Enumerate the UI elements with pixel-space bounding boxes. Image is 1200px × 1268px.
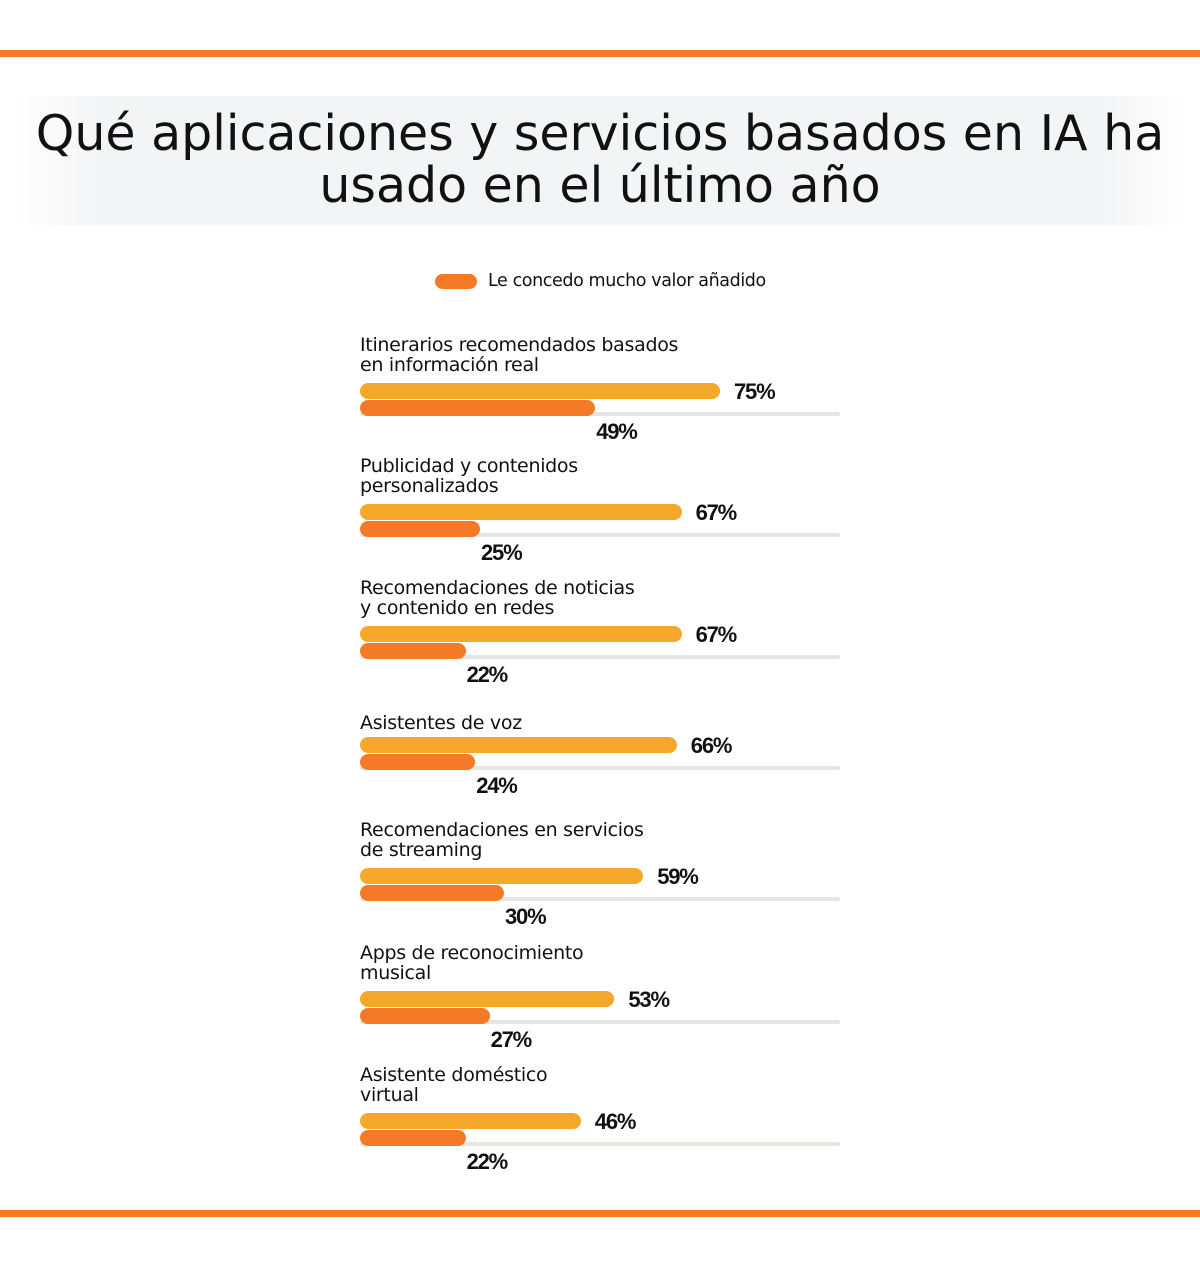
bar-series-a <box>360 504 682 520</box>
bar-series-b <box>360 885 504 901</box>
data-label-series-a: 75% <box>734 379 776 404</box>
title-background <box>10 96 1190 225</box>
data-label-series-b: 49% <box>596 419 638 444</box>
data-label-series-b: 25% <box>481 540 523 565</box>
bar-track <box>360 412 840 416</box>
bar-series-a <box>360 868 644 884</box>
top-rule <box>0 50 1200 57</box>
bar-track <box>360 897 840 901</box>
category-label: Asistente doméstico virtual <box>360 1064 548 1106</box>
bar-track <box>360 655 840 659</box>
data-label-series-a: 66% <box>690 733 733 758</box>
bar-series-b <box>360 754 476 770</box>
legend-label: Le concedo mucho valor añadido <box>488 271 766 291</box>
chart-title: Qué aplicaciones y servicios basados en … <box>35 105 1165 214</box>
data-label-series-a: 59% <box>657 864 699 889</box>
data-label-series-b: 24% <box>476 773 518 798</box>
bar-series-a <box>360 991 615 1007</box>
category-label: Itinerarios recomendados basados en info… <box>360 334 679 376</box>
data-label-series-a: 67% <box>695 500 738 525</box>
data-label-series-b: 30% <box>505 904 547 929</box>
bar-track <box>360 766 840 770</box>
data-label-series-b: 22% <box>466 662 509 687</box>
data-label-series-b: 22% <box>466 1149 509 1174</box>
data-label-series-a: 53% <box>628 987 670 1012</box>
category-label: Asistentes de voz <box>360 712 522 734</box>
bar-track <box>360 1142 840 1146</box>
bar-series-b <box>360 1130 466 1146</box>
legend-swatch <box>435 273 477 289</box>
bar-series-b <box>360 643 466 659</box>
category-label: Apps de reconocimiento musical <box>360 942 584 984</box>
data-label-series-b: 27% <box>490 1027 533 1052</box>
bar-series-a <box>360 737 677 753</box>
bar-series-b <box>360 1008 490 1024</box>
bar-track <box>360 1020 840 1024</box>
data-label-series-a: 67% <box>695 622 738 647</box>
bar-track <box>360 533 840 537</box>
bar-series-a <box>360 383 720 399</box>
category-label: Publicidad y contenidos personalizados <box>360 455 578 497</box>
category-label: Recomendaciones de noticias y contenido … <box>360 577 635 619</box>
legend: Le concedo mucho valor añadido <box>435 270 766 292</box>
bar-series-b <box>360 400 596 416</box>
bar-series-a <box>360 1113 581 1129</box>
bottom-rule <box>0 1210 1200 1217</box>
bar-series-a <box>360 626 682 642</box>
bar-series-b <box>360 521 480 537</box>
category-label: Recomendaciones en servicios de streamin… <box>360 819 644 861</box>
data-label-series-a: 46% <box>594 1109 637 1134</box>
